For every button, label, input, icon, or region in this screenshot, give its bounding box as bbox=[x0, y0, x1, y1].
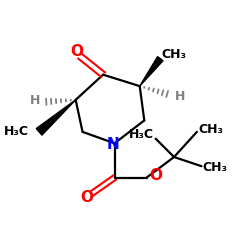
Text: H: H bbox=[174, 90, 185, 103]
Text: CH₃: CH₃ bbox=[162, 48, 186, 61]
Polygon shape bbox=[36, 100, 76, 135]
Text: O: O bbox=[80, 190, 93, 205]
Text: O: O bbox=[70, 44, 83, 59]
Text: H: H bbox=[30, 94, 40, 108]
Text: O: O bbox=[149, 168, 162, 183]
Polygon shape bbox=[140, 56, 163, 86]
Text: H₃C: H₃C bbox=[128, 128, 154, 141]
Text: H₃C: H₃C bbox=[4, 125, 29, 138]
Text: CH₃: CH₃ bbox=[202, 161, 228, 174]
Text: N: N bbox=[107, 137, 120, 152]
Text: CH₃: CH₃ bbox=[198, 123, 223, 136]
